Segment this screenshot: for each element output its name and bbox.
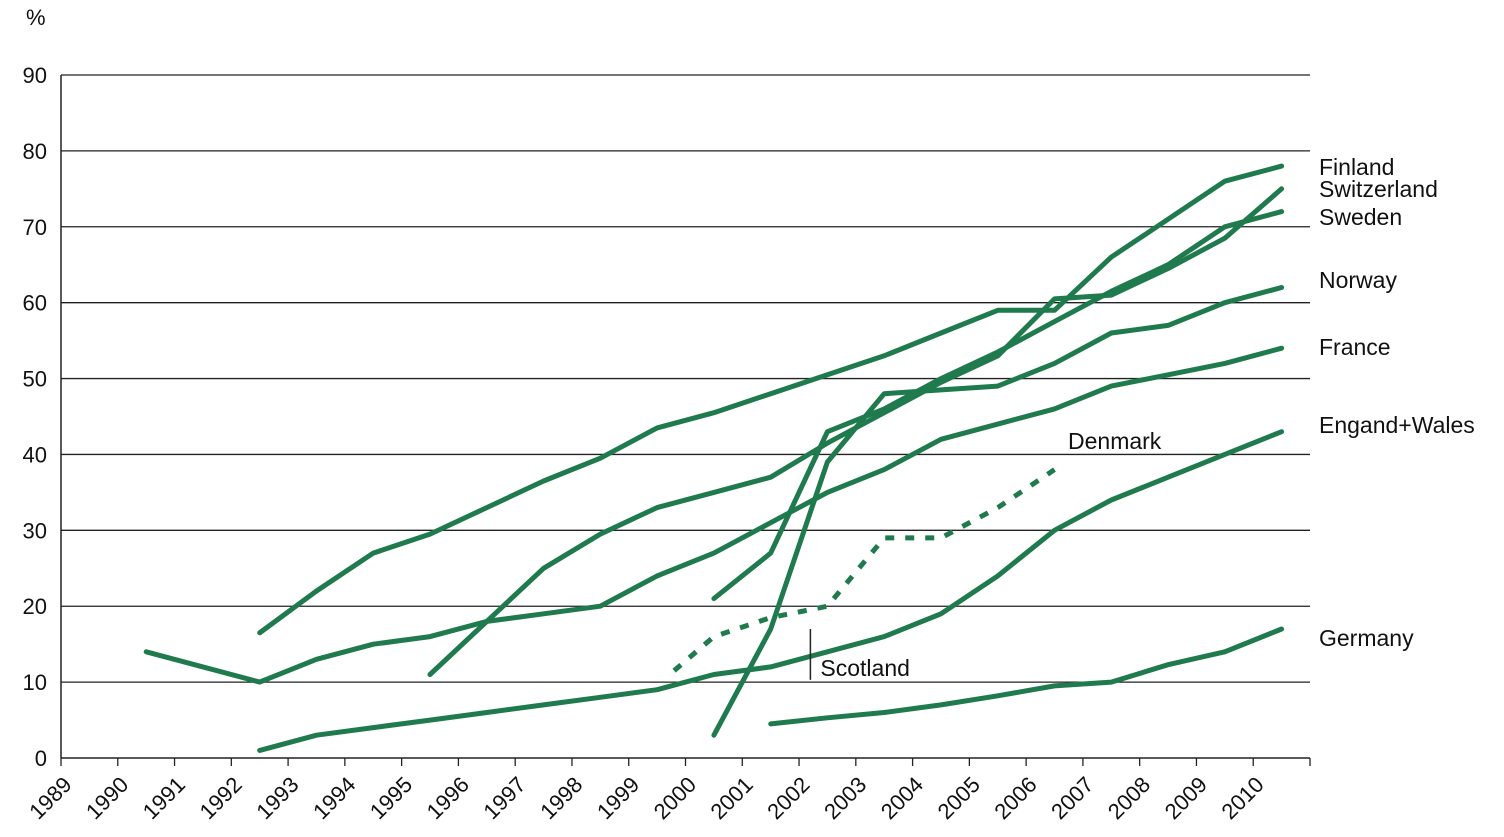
- series-line-switzerland: [711, 285, 1285, 738]
- x-tick-label: 1999: [592, 772, 644, 824]
- series-label-engand-wales: Engand+Wales: [1319, 412, 1475, 438]
- series-line-germany: [768, 626, 1285, 727]
- y-tick-label: 60: [23, 291, 47, 316]
- x-tick-label: 1991: [138, 772, 190, 824]
- x-tick-label: 1996: [422, 772, 474, 824]
- x-tick-label: 1990: [81, 772, 133, 824]
- y-tick-label: 90: [23, 63, 47, 88]
- x-tick-label: 2009: [1160, 772, 1212, 824]
- x-tick-label: 1992: [195, 772, 247, 824]
- annotation-label: Scotland: [820, 655, 910, 681]
- series-line-norway: [427, 186, 1285, 677]
- x-tick-label: 2010: [1216, 772, 1268, 824]
- gridlines: [61, 74, 1310, 683]
- series-label-france: France: [1319, 334, 1391, 360]
- series-label-denmark: Denmark: [1068, 428, 1162, 454]
- y-tick-label: 70: [23, 215, 47, 240]
- series-label-germany: Germany: [1319, 625, 1414, 651]
- series-lines: [143, 163, 1285, 753]
- y-tick-label: 20: [23, 594, 47, 619]
- series-label-switzerland: Switzerland: [1319, 176, 1438, 202]
- x-tick-label: 1997: [478, 772, 530, 824]
- series-line-finland: [257, 163, 1285, 636]
- y-tick-label: 10: [23, 670, 47, 695]
- x-tick-label: 1993: [251, 772, 303, 824]
- series-label-norway: Norway: [1319, 267, 1397, 293]
- x-tick-label: 2006: [989, 772, 1041, 824]
- series-label-finland: Finland: [1319, 154, 1394, 180]
- y-tick-label: 80: [23, 139, 47, 164]
- x-tick-label: 1994: [308, 772, 360, 824]
- series-line-sweden: [711, 209, 1285, 602]
- series-line-engand-wales: [257, 429, 1285, 753]
- series-line-denmark: [672, 467, 1056, 673]
- x-tick-label: 2008: [1103, 772, 1155, 824]
- series-label-sweden: Sweden: [1319, 204, 1402, 230]
- y-tick-label: 0: [35, 746, 47, 771]
- y-tick-label: 40: [23, 442, 47, 467]
- x-tick-label: 2000: [649, 772, 701, 824]
- x-tick-label: 1995: [365, 772, 417, 824]
- x-tick-label: 2007: [1046, 772, 1098, 824]
- y-tick-label: 50: [23, 367, 47, 392]
- x-tick-label: 2002: [762, 772, 814, 824]
- y-tick-label: 30: [23, 518, 47, 543]
- series-line-france: [143, 345, 1285, 685]
- x-tick-label: 2005: [933, 772, 985, 824]
- axes: 0 10 20 30 40 50 60 70 80 90% 1989 1990 1991 1992 1993…: [23, 5, 1311, 824]
- x-tick-label: 1989: [24, 772, 76, 824]
- y-unit-label: %: [26, 5, 46, 30]
- x-tick-label: 1998: [535, 772, 587, 824]
- x-tick-label: 2004: [876, 772, 928, 824]
- x-tick-label: 2001: [706, 772, 758, 824]
- x-tick-label: 2003: [819, 772, 871, 824]
